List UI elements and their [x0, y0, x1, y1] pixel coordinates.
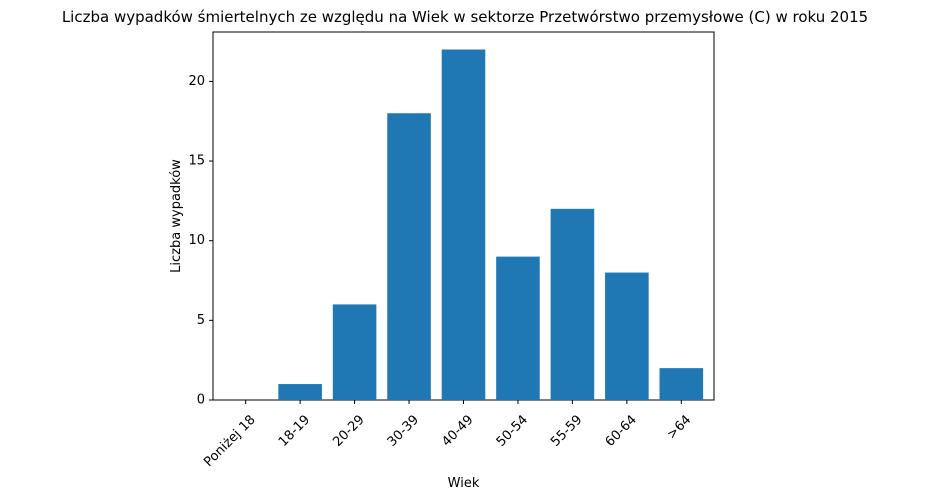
bar-40-49 — [441, 49, 486, 401]
bar-18-19 — [278, 384, 322, 400]
x-tick-label: 50-54 — [494, 412, 531, 449]
chart-title: Liczba wypadków śmiertelnych ze względu … — [62, 8, 868, 26]
x-tick-label: 40-49 — [439, 412, 476, 449]
bar-60-64 — [605, 272, 649, 400]
y-tick-label: 0 — [197, 393, 205, 408]
bar-55-59 — [550, 208, 595, 400]
x-axis-label: Wiek — [448, 476, 480, 491]
bars — [278, 49, 704, 401]
bar-50-54 — [496, 256, 540, 400]
x-tick-label: 30-39 — [385, 412, 422, 449]
bar-30-39 — [387, 113, 431, 400]
plot-area: Poniżej 18 18-19 20-29 30-39 40-49 50-54 55-59… — [188, 31, 715, 470]
x-tick-label: Poniżej 18 — [201, 412, 258, 469]
x-axis-ticks: Poniżej 18 18-19 20-29 30-39 40-49 50-54 55-59… — [201, 400, 694, 470]
y-axis-ticks: 0 5 10 15 20 — [188, 74, 213, 408]
y-axis-label: Liczba wypadków — [169, 159, 184, 273]
bar->64 — [659, 368, 704, 400]
y-tick-label: 15 — [188, 154, 205, 169]
x-tick-label: 18-19 — [276, 412, 313, 449]
x-tick-label: >64 — [664, 412, 694, 442]
y-tick-label: 10 — [188, 233, 205, 248]
x-tick-label: 55-59 — [548, 412, 585, 449]
bar-20-29 — [332, 304, 377, 400]
y-tick-label: 5 — [197, 313, 205, 328]
x-tick-label: 60-64 — [603, 412, 640, 449]
y-tick-label: 20 — [188, 74, 205, 89]
x-tick-label: 20-29 — [330, 412, 367, 449]
